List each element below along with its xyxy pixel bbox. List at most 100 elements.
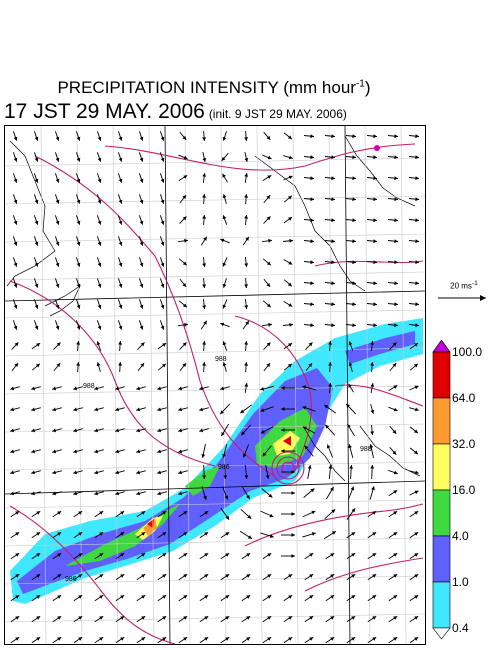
wind-vector-head [120, 532, 125, 536]
grid-parallel [5, 195, 425, 205]
wind-vector-head [73, 386, 77, 391]
wind-vector-head [120, 553, 125, 557]
wind-vector-head [244, 362, 248, 366]
wind-vector-head [245, 236, 249, 241]
wind-vector-head [120, 616, 125, 620]
wind-vector-head [309, 637, 314, 641]
colorbar-top-triangle [432, 340, 451, 353]
wind-vector-head [182, 195, 187, 199]
wind-vector-head [268, 238, 272, 243]
wind-vector-head [55, 262, 60, 267]
wind-vector-head [140, 363, 145, 367]
wind-vector-head [288, 616, 293, 620]
wind-vector-head [351, 616, 356, 620]
wind-vector-head [139, 325, 144, 330]
wind-vector-head [394, 239, 398, 244]
wind-vector-head [372, 574, 377, 578]
grid-parallel [5, 271, 425, 281]
wind-vector-head [370, 383, 375, 387]
colorbar-label-04: 0.4 [452, 621, 469, 635]
wind-vector-head [55, 157, 60, 162]
wind-vector-head [36, 637, 41, 641]
wind-vector-head [225, 515, 230, 520]
wind-vector-head [246, 553, 251, 557]
wind-vector-head [10, 407, 14, 412]
wind-vector-head [178, 428, 182, 433]
wind-vector-head [266, 195, 271, 200]
wind-vector-head [288, 343, 293, 347]
wind-vector-head [162, 574, 167, 578]
wind-vector-head [222, 362, 227, 367]
wind-vector-head [118, 220, 123, 225]
colorbar: 100.0 64.0 32.0 16.0 4.0 1.0 0.4 [432, 340, 500, 640]
grid-meridian [400, 126, 407, 644]
wind-vector-head [415, 323, 419, 328]
wind-vector-head [267, 175, 272, 179]
wind-vector-head [225, 637, 230, 641]
grid-meridian [76, 126, 83, 644]
wind-vector-head [266, 342, 271, 347]
wind-vector-head [281, 386, 285, 390]
wind-vector-head [291, 470, 295, 474]
wind-vector-head [184, 322, 188, 327]
wind-vector-head [99, 574, 104, 578]
wind-vector-head [348, 362, 353, 367]
wind-vector-head [99, 637, 104, 641]
wind-vector-head [244, 341, 248, 345]
wind-vector-head [199, 407, 203, 412]
wind-vector-head [394, 176, 398, 181]
wind-vector-head [96, 341, 101, 346]
wind-vector-head [351, 508, 356, 513]
graticule-major-1 [5, 290, 425, 302]
wind-vector-head [393, 470, 398, 475]
wind-vector-head [203, 320, 207, 325]
wind-vector-head [118, 241, 123, 246]
wind-vector-head [220, 386, 224, 391]
grid-parallel [5, 309, 425, 319]
wind-vector-head [369, 444, 374, 448]
wind-vector-head [199, 386, 203, 391]
wind-vector-head [202, 475, 207, 479]
wind-vector-head [120, 511, 125, 515]
contour-label-1: 988 [215, 356, 227, 363]
wind-vector-head [348, 341, 353, 346]
wind-vector-head [222, 194, 227, 199]
grid-meridian [292, 126, 299, 644]
colorbar-swatches [432, 340, 451, 640]
wind-vector-head [76, 304, 81, 309]
wind-vector-head [55, 325, 60, 330]
colorbar-swatch-1-4 [432, 535, 451, 583]
wind-vector-head [52, 428, 56, 433]
wind-vector-head [310, 218, 314, 223]
wind-vector-head [311, 510, 316, 515]
wind-vector-head [260, 430, 265, 434]
wind-vector-head [139, 241, 144, 246]
wind-vector-head [392, 342, 397, 347]
wind-vector-head [157, 428, 161, 433]
wind-vector-head [225, 595, 230, 599]
wind-vector-head [373, 155, 377, 160]
wind-vector-head [73, 470, 77, 475]
wind-vector-head [394, 134, 398, 139]
grid-meridian [328, 126, 335, 644]
wind-vector-head [393, 574, 398, 578]
wind-vector-head [325, 424, 330, 429]
rain-band-4mm-east [345, 331, 415, 364]
wind-vector-head [304, 445, 309, 450]
wind-vector-head [115, 491, 119, 496]
wind-vector-head [203, 236, 207, 241]
wind-vector-head [78, 553, 83, 557]
wind-vectors [10, 130, 420, 644]
wind-vector-head [394, 218, 398, 223]
wind-vector-head [310, 155, 314, 160]
wind-vector-head [330, 574, 335, 578]
valid-time-text: 17 JST 29 MAY. 2006 [4, 100, 205, 123]
wind-vector-head [262, 452, 267, 457]
wind-vector-head [78, 532, 83, 536]
wind-vector-head [370, 409, 375, 414]
wind-vector-head [157, 407, 161, 412]
wind-vector-head [14, 363, 19, 367]
reference-arrow-icon [438, 294, 486, 301]
wind-vector-head [267, 616, 272, 620]
wind-vector-head [246, 595, 251, 599]
